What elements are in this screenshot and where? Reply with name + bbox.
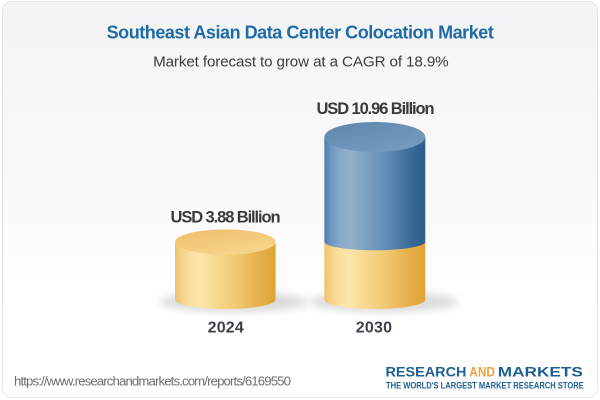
svg-text:MARKETS: MARKETS — [498, 364, 583, 380]
svg-text:THE WORLD'S LARGEST MARKET RES: THE WORLD'S LARGEST MARKET RESEARCH STOR… — [386, 380, 584, 390]
svg-text:Southeast Asian Data Center Co: Southeast Asian Data Center Colocation M… — [107, 23, 494, 43]
svg-text:2030: 2030 — [356, 320, 392, 337]
svg-text:USD 10.96 Billion: USD 10.96 Billion — [316, 100, 434, 118]
svg-text:Market forecast to grow at a C: Market forecast to grow at a CAGR of 18.… — [153, 54, 448, 71]
svg-text:https://www.researchandmarkets: https://www.researchandmarkets.com/repor… — [14, 374, 291, 389]
svg-text:2024: 2024 — [208, 320, 244, 337]
svg-text:AND: AND — [469, 364, 495, 380]
svg-text:RESEARCH: RESEARCH — [386, 364, 467, 380]
svg-text:USD 3.88 Billion: USD 3.88 Billion — [171, 209, 281, 227]
